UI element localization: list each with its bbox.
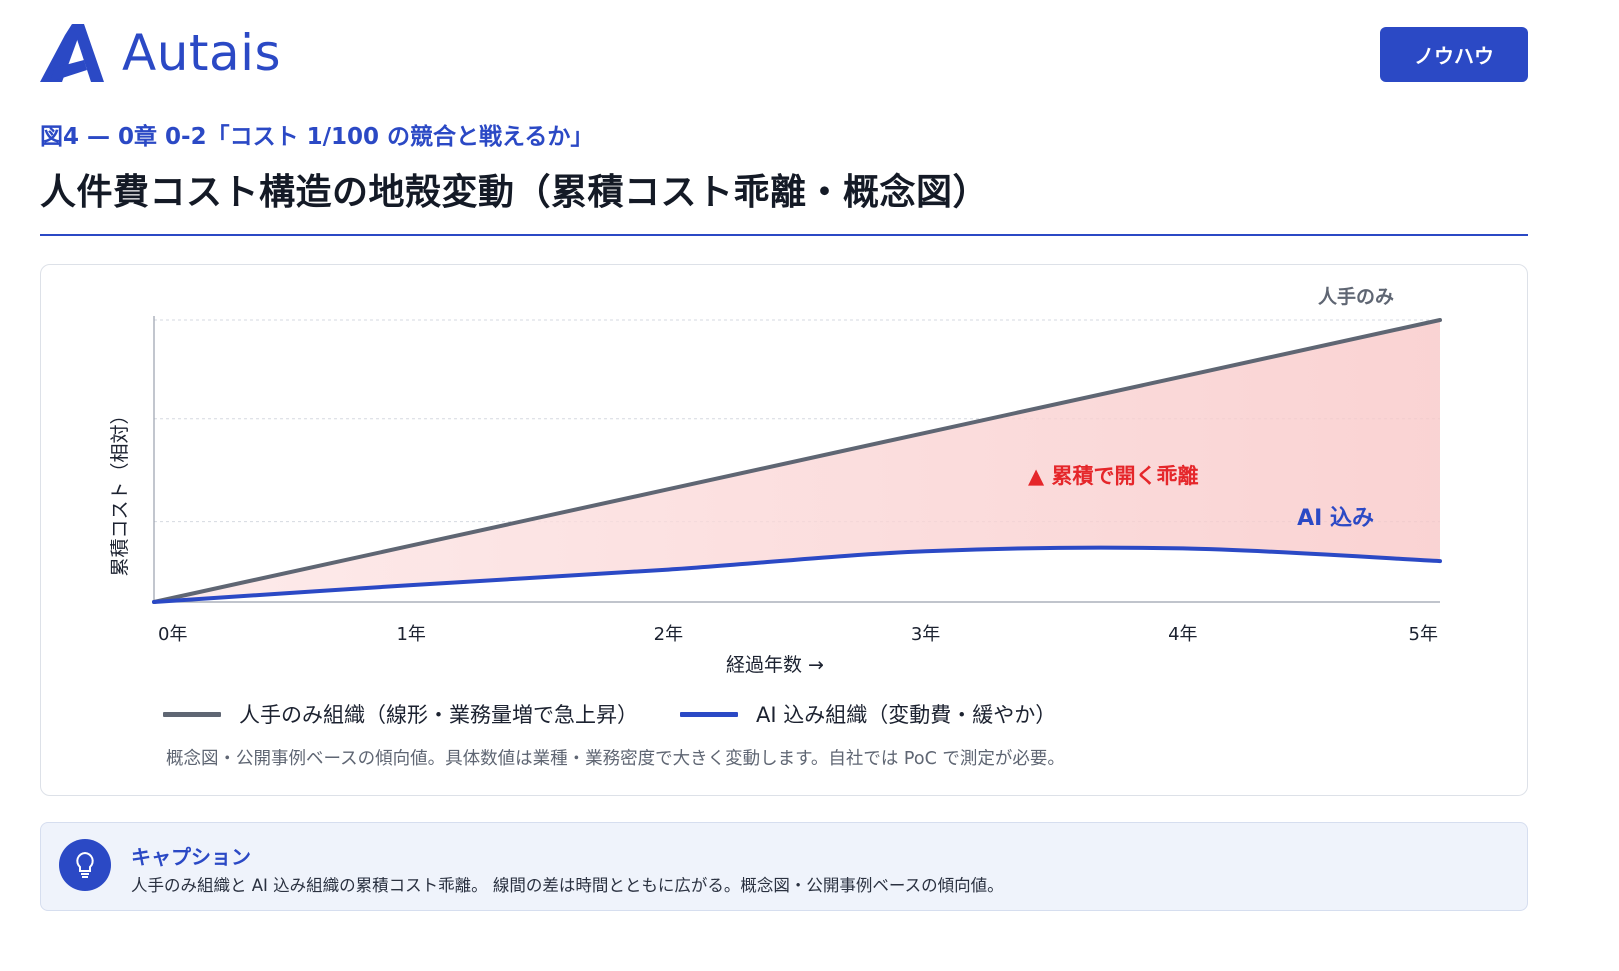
x-tick-label: 4年 xyxy=(1168,624,1197,645)
x-axis-label: 経過年数 → xyxy=(726,654,824,676)
title-divider xyxy=(40,234,1528,236)
figure-subtitle: 図4 — 0章 0-2「コスト 1/100 の競合と戦えるか」 xyxy=(40,124,594,150)
legend-swatch-ai xyxy=(680,711,738,717)
legend-swatch-human xyxy=(163,711,221,717)
series-layer xyxy=(152,318,1442,604)
x-tick-label: 5年 xyxy=(1409,624,1438,645)
gap-annotation: ▲ 累積で開く乖離 xyxy=(1028,464,1198,488)
legend-label-human: 人手のみ組織（線形・業務量増で急上昇） xyxy=(239,703,638,727)
x-tick-labels: 0年 1年 2年 3年 4年 5年 xyxy=(158,624,1438,645)
page-title: 人件費コスト構造の地殻変動（累積コスト乖離・概念図） xyxy=(40,172,990,213)
legend-item-human: 人手のみ組織（線形・業務量増で急上昇） xyxy=(163,699,638,729)
series-line-human xyxy=(152,318,1442,604)
caption-title: キャプション xyxy=(131,845,251,869)
legend-item-ai: AI 込み組織（変動費・緩やか） xyxy=(680,699,1056,729)
category-tag-button[interactable]: ノウハウ xyxy=(1380,27,1528,82)
caption-body: 人手のみ組織と AI 込み組織の累積コスト乖離。 線間の差は時間とともに広がる。… xyxy=(131,876,1004,895)
chart-legend: 人手のみ組織（線形・業務量増で急上昇） AI 込み組織（変動費・緩やか） xyxy=(163,699,1098,729)
autais-logo-icon xyxy=(40,24,104,82)
cost-chart: 0年 1年 2年 3年 4年 5年 経過年数 → 累積コスト（相対） 人手のみ AI 込み… xyxy=(109,285,1442,676)
x-tick-label: 0年 xyxy=(158,624,187,645)
x-tick-label: 3年 xyxy=(911,624,940,645)
lightbulb-icon xyxy=(59,839,111,891)
x-tick-label: 2年 xyxy=(654,624,683,645)
brand-logo[interactable]: Autais xyxy=(40,24,281,82)
legend-label-ai: AI 込み組織（変動費・緩やか） xyxy=(756,703,1057,727)
y-axis-label: 累積コスト（相対） xyxy=(109,405,131,576)
x-tick-label: 1年 xyxy=(396,624,425,645)
series-line-ai xyxy=(152,545,1442,604)
chart-note: 概念図・公開事例ベースの傾向値。具体数値は業種・業務密度で大きく変動します。自社… xyxy=(166,749,1065,769)
series-end-label-ai: AI 込み xyxy=(1297,506,1374,531)
series-end-label-human: 人手のみ xyxy=(1318,285,1394,308)
brand-name: Autais xyxy=(122,24,282,82)
caption-box: キャプション 人手のみ組織と AI 込み組織の累積コスト乖離。 線間の差は時間と… xyxy=(40,822,1528,911)
